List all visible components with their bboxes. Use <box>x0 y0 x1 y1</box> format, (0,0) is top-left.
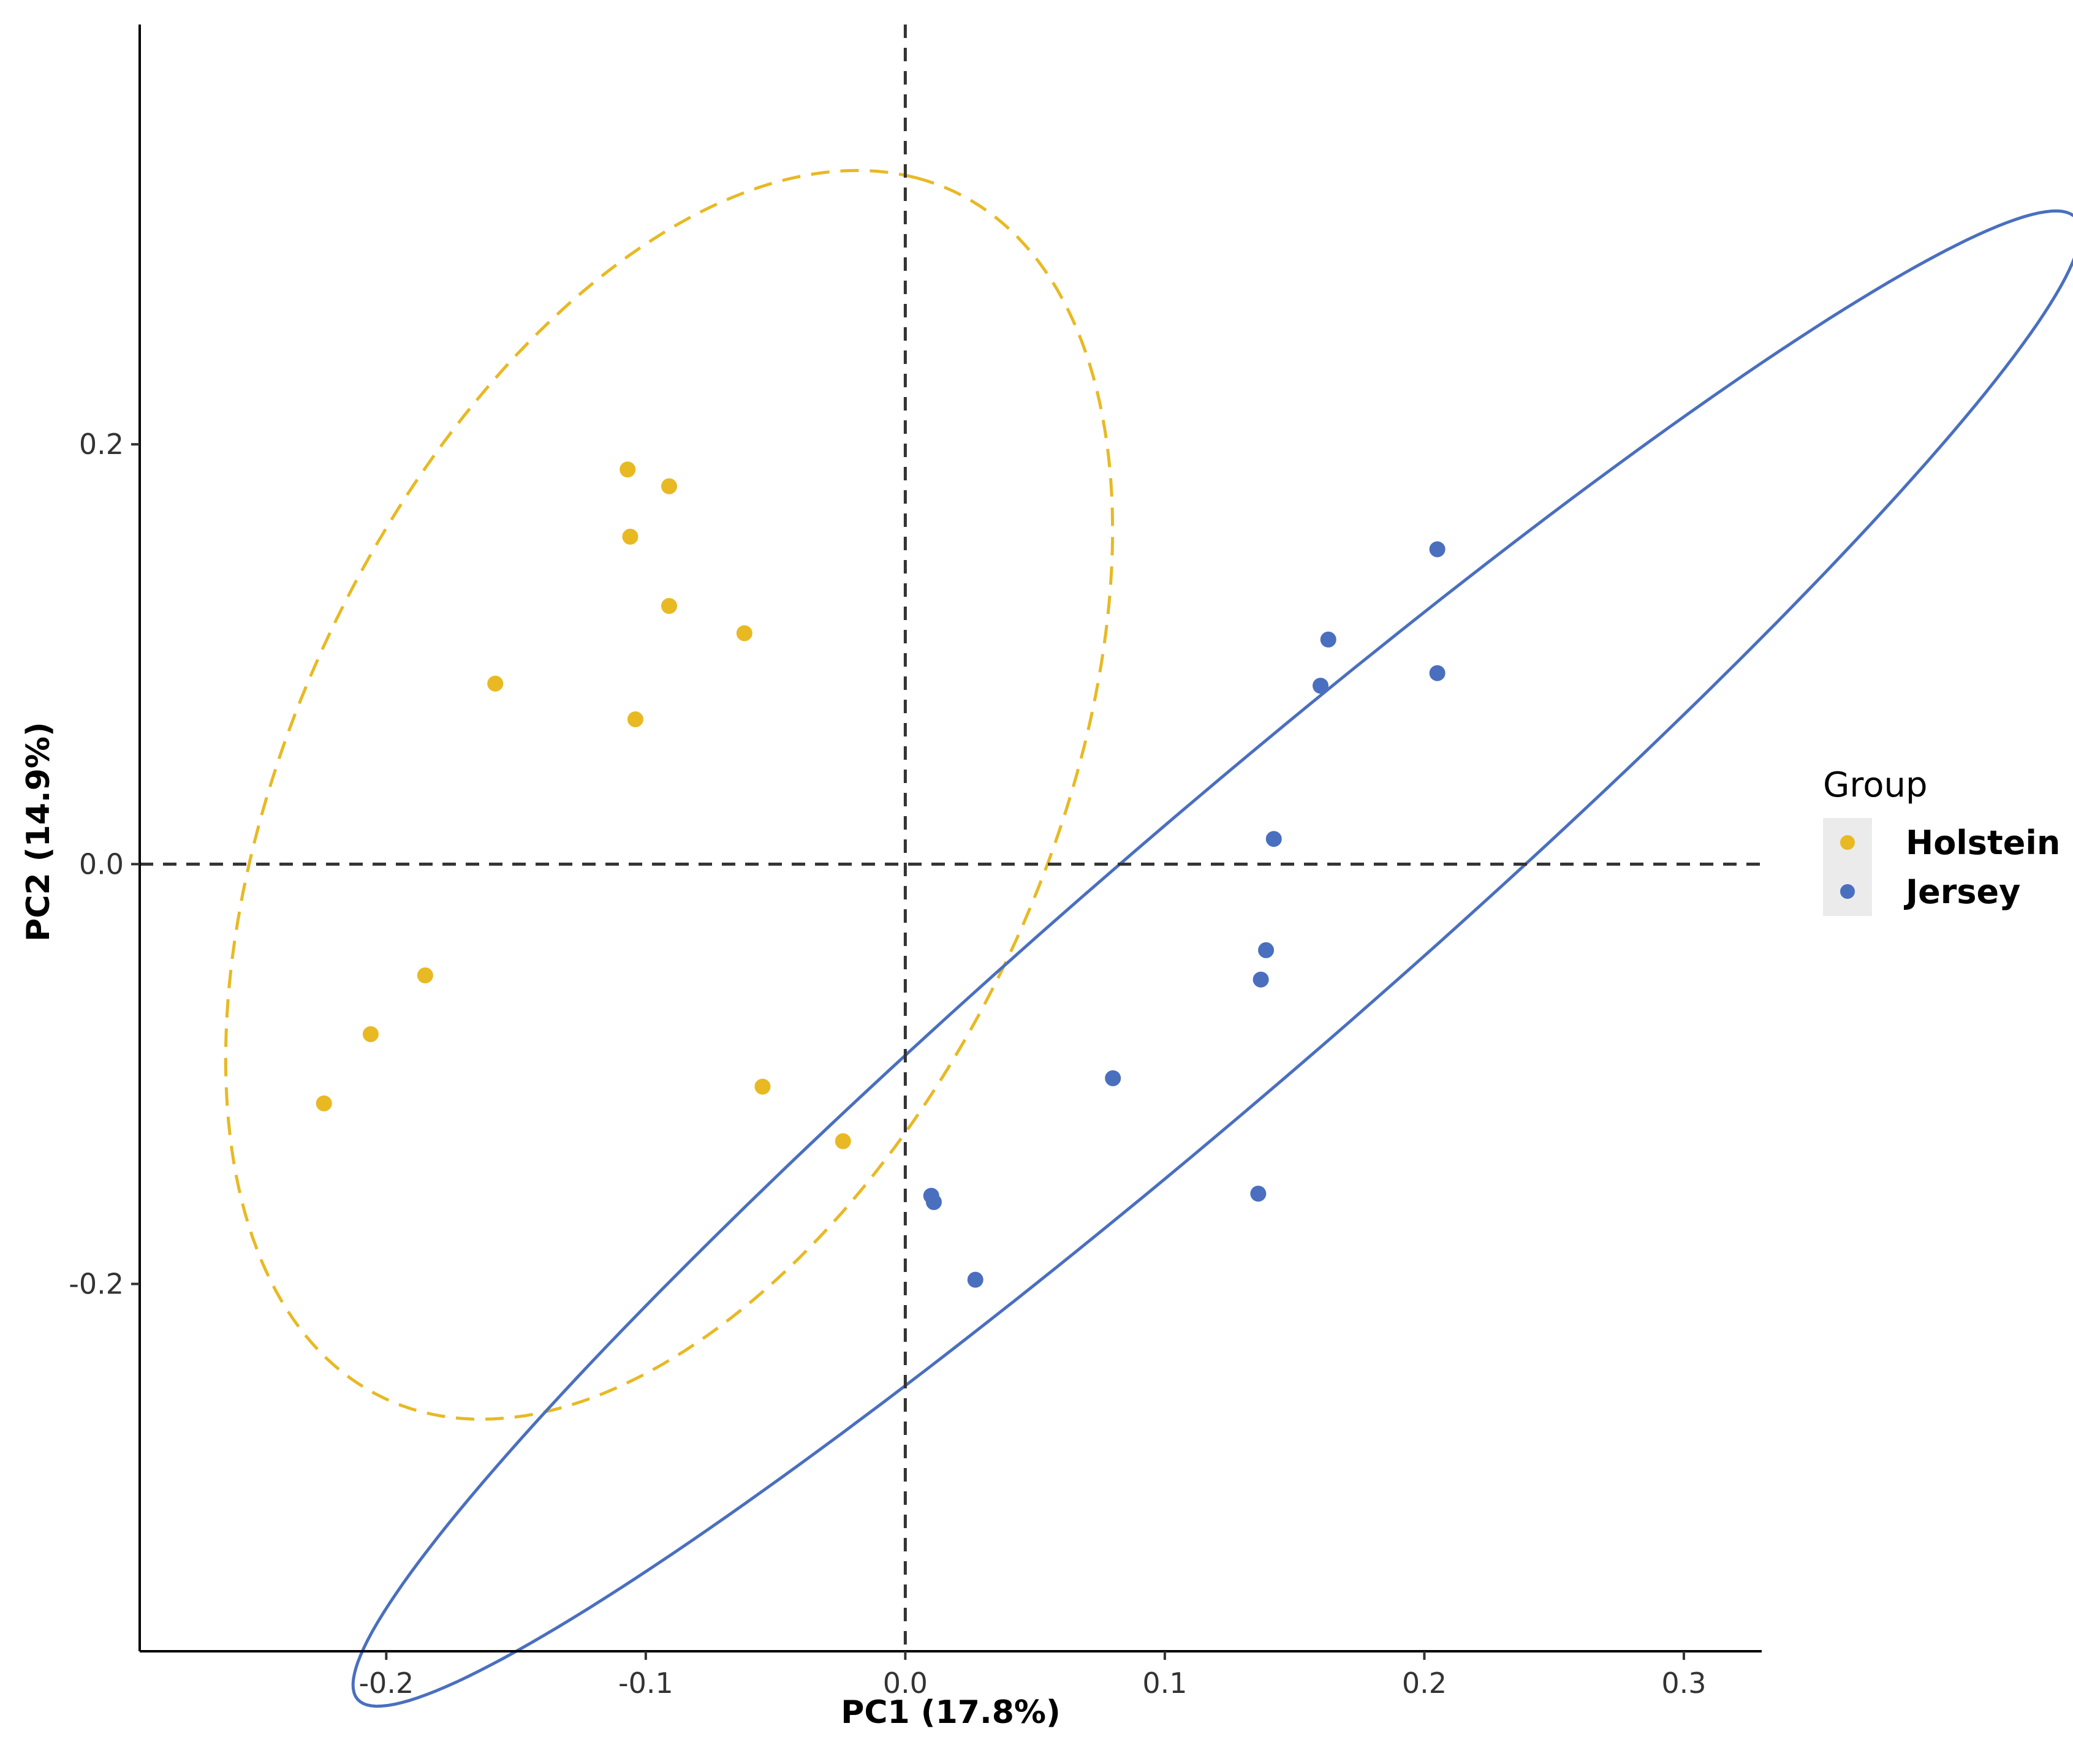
point-jersey <box>1429 541 1446 558</box>
y-tick-label: 0.0 <box>79 847 124 880</box>
point-jersey <box>1429 665 1446 681</box>
point-jersey <box>925 1194 942 1210</box>
legend-title: Group <box>1823 765 1928 805</box>
y-axis-ticks: 0.2 0.0 -0.2 <box>69 428 140 1300</box>
legend: Group Holstein Jersey <box>1823 765 2060 916</box>
legend-label-jersey: Jersey <box>1903 873 2020 911</box>
data-points <box>316 461 1446 1288</box>
point-jersey <box>1313 678 1329 694</box>
x-tick-label: 0.1 <box>1142 1667 1187 1700</box>
point-holstein <box>754 1078 771 1095</box>
point-jersey <box>1105 1070 1121 1086</box>
point-jersey <box>967 1271 983 1288</box>
confidence-ellipses <box>224 168 2073 1708</box>
y-tick-label: 0.2 <box>79 428 124 461</box>
x-tick-label: 0.0 <box>883 1667 928 1700</box>
point-jersey <box>1320 631 1336 648</box>
x-axis-ticks: -0.2 -0.1 0.0 0.1 0.2 0.3 <box>358 1651 1707 1700</box>
legend-label-holstein: Holstein <box>1906 823 2060 862</box>
point-holstein <box>835 1133 851 1149</box>
point-holstein <box>661 597 677 614</box>
ellipse-holstein <box>224 168 1115 1421</box>
ellipse-jersey <box>351 209 2073 1708</box>
point-jersey <box>1258 942 1275 958</box>
point-jersey <box>1253 971 1269 988</box>
y-axis-title: PC2 (14.9%) <box>20 722 57 942</box>
legend-swatch-jersey <box>1840 884 1855 899</box>
point-jersey <box>1250 1186 1267 1202</box>
point-holstein <box>316 1095 332 1111</box>
x-tick-label: -0.2 <box>358 1667 414 1700</box>
x-tick-label: 0.3 <box>1661 1667 1706 1700</box>
point-holstein <box>661 478 677 494</box>
point-holstein <box>622 528 639 545</box>
point-holstein <box>627 711 643 727</box>
point-holstein <box>736 625 752 642</box>
y-tick-label: -0.2 <box>69 1267 124 1300</box>
x-axis-title: PC1 (17.8%) <box>841 1694 1061 1731</box>
legend-swatch-holstein <box>1840 835 1855 850</box>
x-tick-label: -0.1 <box>618 1667 673 1700</box>
point-holstein <box>487 675 504 692</box>
point-holstein <box>417 967 433 983</box>
point-holstein <box>620 461 636 478</box>
point-jersey <box>1265 831 1282 847</box>
point-holstein <box>362 1026 379 1042</box>
x-tick-label: 0.2 <box>1402 1667 1447 1700</box>
